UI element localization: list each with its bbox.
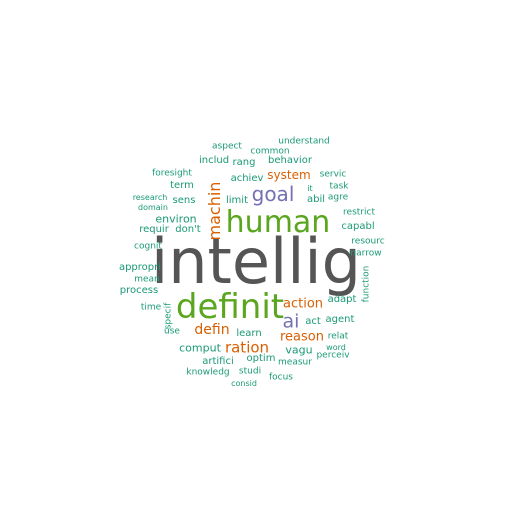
word-definit: definit (175, 287, 285, 327)
word-rang: rang (232, 157, 256, 168)
word-specif: specif (163, 302, 174, 330)
word-relat: relat (327, 331, 349, 342)
word-restrict: restrict (343, 207, 375, 218)
word-limit: limit (226, 195, 248, 206)
word-cognit: cognit (134, 241, 162, 252)
word-appropri: appropri (118, 262, 162, 273)
word-use: use (164, 326, 180, 337)
word-research: research (132, 193, 168, 202)
word-word: word (326, 343, 346, 352)
word-domain: domain (138, 203, 168, 212)
word-perceiv: perceiv (316, 350, 350, 361)
word-resourc: resourc (351, 236, 385, 247)
word-focus: focus (268, 372, 294, 383)
word-requir: requir (139, 224, 169, 235)
word-act: act (305, 316, 321, 327)
word-narrow: narrow (350, 248, 382, 259)
word-reason: reason (280, 329, 324, 345)
word-behavior: behavior (268, 155, 312, 166)
word-foresight: foresight (152, 168, 192, 179)
word-vagu: vagu (285, 343, 313, 357)
word-goal: goal (251, 182, 295, 206)
word-aspect: aspect (212, 141, 242, 152)
word-task: task (329, 181, 349, 192)
word-capabl: capabl (341, 221, 375, 232)
word-adapt: adapt (327, 294, 357, 305)
word-term: term (170, 180, 194, 191)
word-sens: sens (172, 195, 196, 206)
word-it: it (307, 184, 313, 193)
word-includ: includ (198, 155, 230, 166)
word-servic: servic (319, 169, 347, 180)
word-agre: agre (327, 192, 349, 203)
word-dont: don't (175, 224, 201, 235)
word-common: common (250, 146, 290, 157)
word-comput: comput (179, 341, 221, 355)
word-agent: agent (325, 314, 355, 325)
word-environ: environ (155, 212, 197, 226)
word-consid: consid (231, 379, 257, 388)
word-measur: measur (278, 357, 312, 368)
word-time: time (140, 302, 162, 313)
word-achiev: achiev (230, 173, 264, 184)
word-machin: machin (205, 181, 224, 241)
word-abil: abil (306, 194, 326, 205)
word-action: action (282, 296, 324, 312)
word-understand: understand (278, 136, 330, 147)
word-learn: learn (236, 328, 262, 339)
word-artifici: artifici (202, 356, 234, 367)
word-function: function (361, 265, 372, 303)
word-system: system (267, 168, 311, 182)
word-studi: studi (238, 366, 262, 377)
word-ai: ai (282, 310, 300, 333)
word-knowledg: knowledg (186, 367, 230, 378)
word-human: human (225, 205, 331, 240)
word-defin: defin (194, 322, 230, 338)
word-optim: optim (246, 353, 276, 364)
word-process: process (119, 285, 159, 296)
word-ration: ration (224, 338, 270, 357)
word-intellig: intellig (150, 225, 362, 298)
word-mean: mean (134, 274, 160, 285)
